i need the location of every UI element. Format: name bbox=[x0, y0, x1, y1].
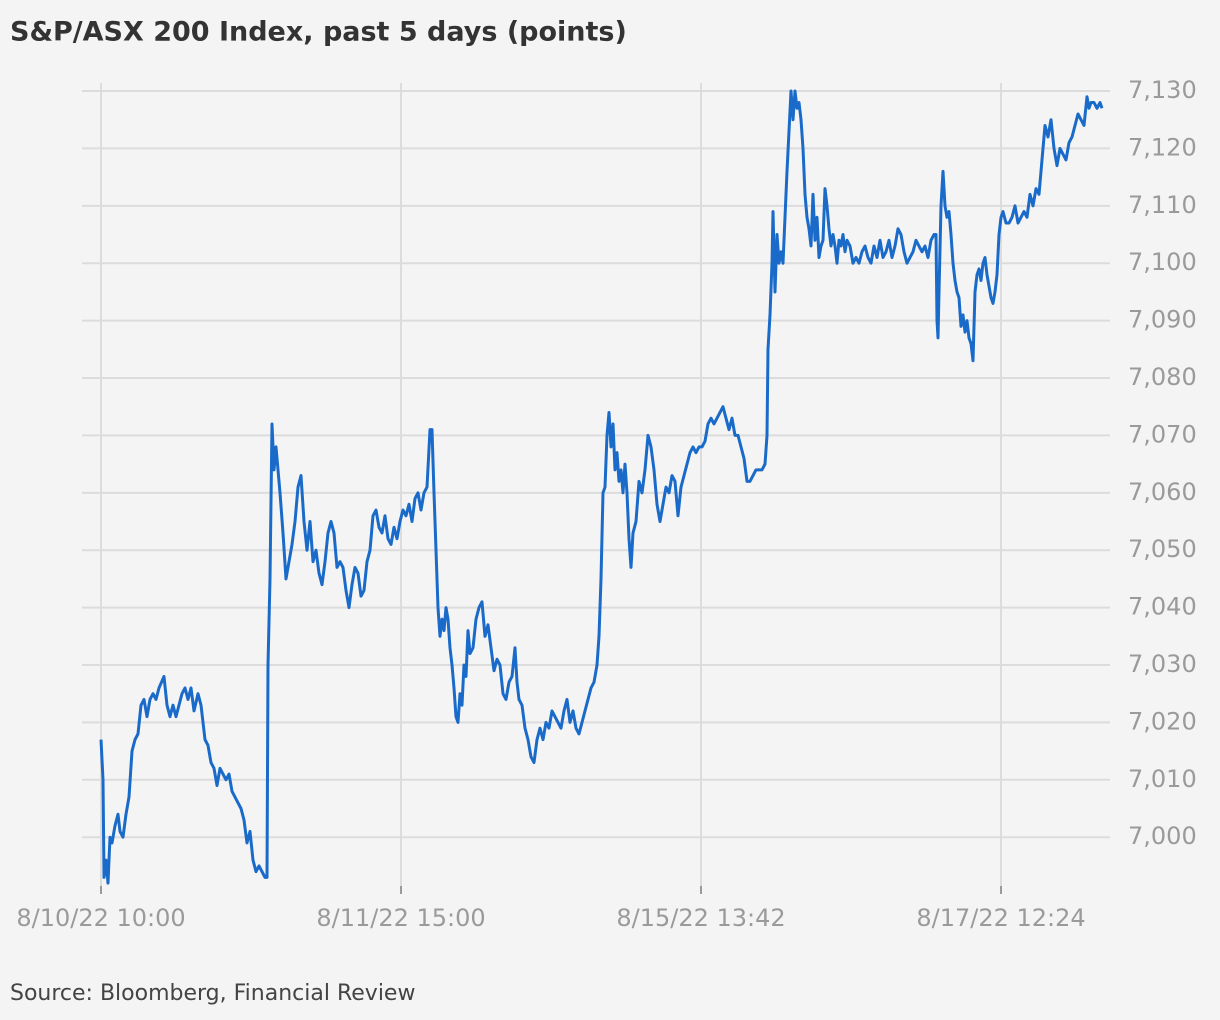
y-tick-label: 7,080 bbox=[1128, 363, 1197, 391]
x-tick-label: 8/17/22 12:24 bbox=[916, 904, 1085, 932]
y-tick-label: 7,010 bbox=[1128, 765, 1197, 793]
y-tick-label: 7,100 bbox=[1128, 248, 1197, 276]
y-tick-label: 7,050 bbox=[1128, 535, 1197, 563]
x-tick-label: 8/11/22 15:00 bbox=[316, 904, 485, 932]
x-tick-label: 8/10/22 10:00 bbox=[16, 904, 185, 932]
y-tick-label: 7,000 bbox=[1128, 822, 1197, 850]
y-tick-label: 7,130 bbox=[1128, 76, 1197, 104]
y-tick-label: 7,060 bbox=[1128, 478, 1197, 506]
source: Source: Bloomberg, Financial Review bbox=[10, 981, 415, 1006]
price-line bbox=[99, 89, 1104, 885]
y-tick-label: 7,030 bbox=[1128, 650, 1197, 678]
chart-title: S&P/ASX 200 Index, past 5 days (points) bbox=[10, 17, 627, 48]
y-tick-label: 7,120 bbox=[1128, 133, 1197, 161]
y-tick-label: 7,090 bbox=[1128, 306, 1197, 334]
x-tick-label: 8/15/22 13:42 bbox=[616, 904, 785, 932]
y-tick-label: 7,070 bbox=[1128, 420, 1197, 448]
y-tick-label: 7,110 bbox=[1128, 191, 1197, 219]
y-tick-label: 7,020 bbox=[1128, 707, 1197, 735]
y-tick-label: 7,040 bbox=[1128, 593, 1197, 621]
